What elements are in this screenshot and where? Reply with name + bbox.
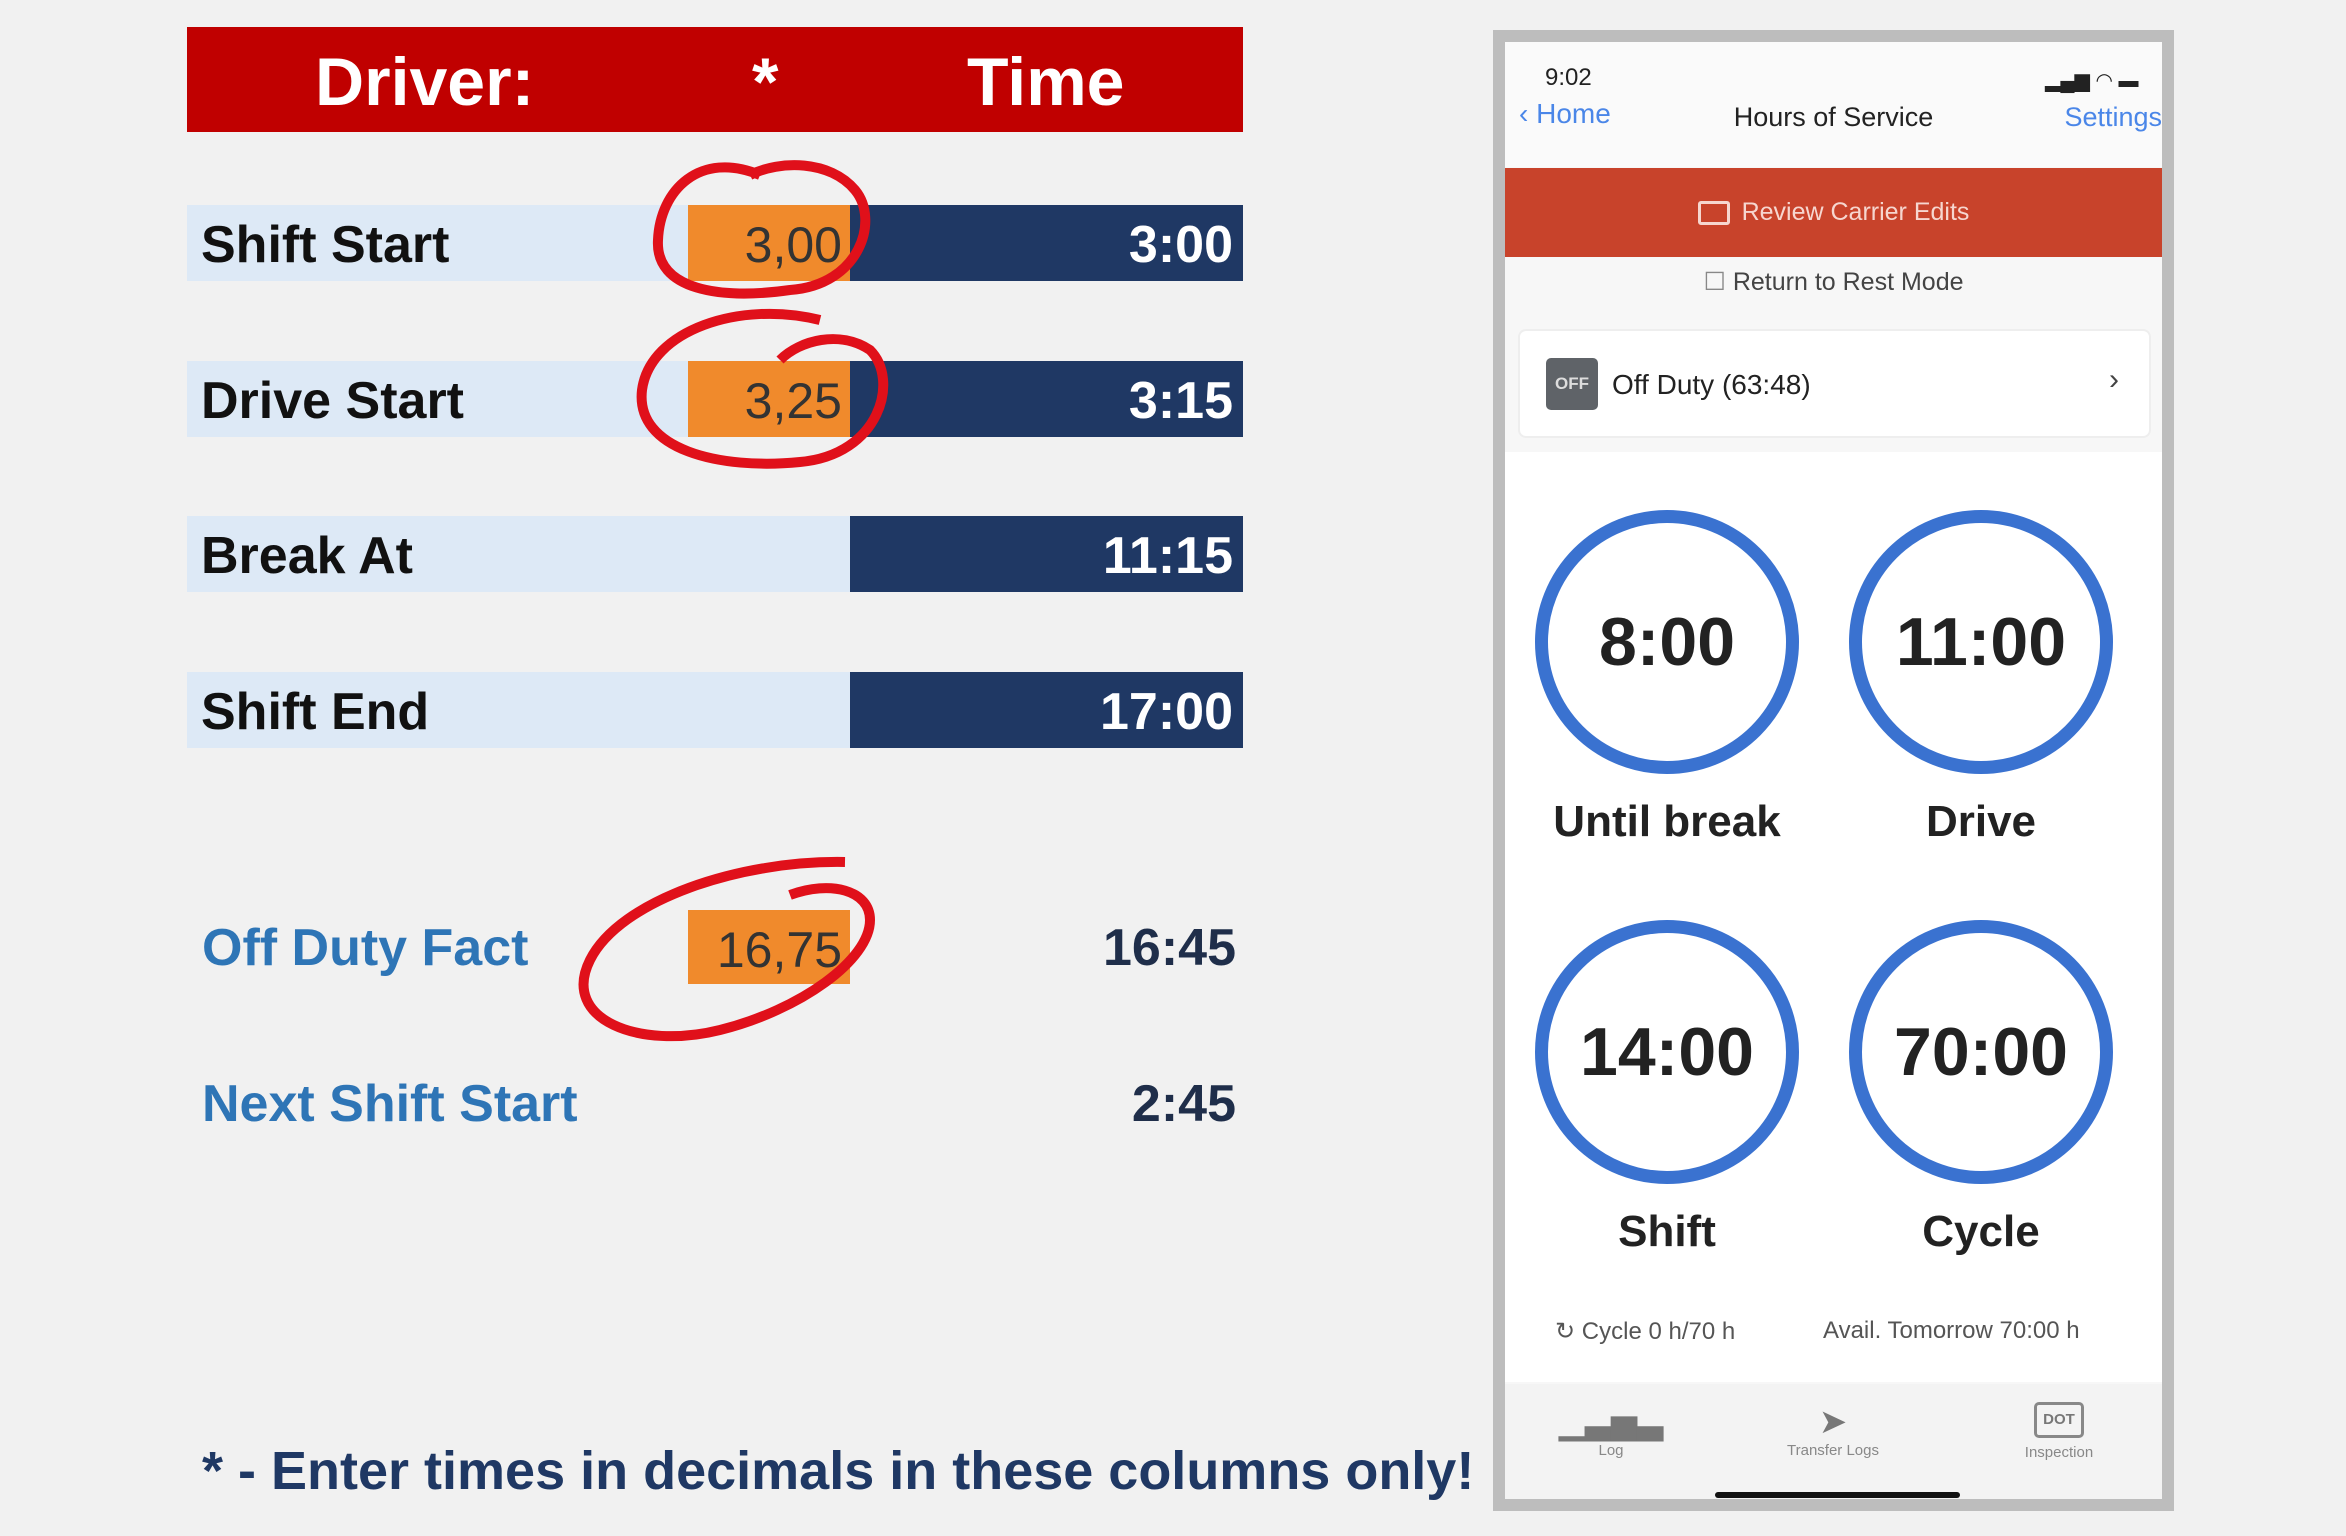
phone-screen: 9:02 ▂▄▆ ◠ ▬ ‹ Home Hours of Service Set… bbox=[1505, 42, 2162, 1499]
next-shift-start-time: 2:45 bbox=[1131, 1075, 1236, 1133]
annotation-circle-shift-start bbox=[652, 160, 871, 299]
cycle-clock: 70:00 bbox=[1849, 920, 2113, 1184]
cycle-label: Cycle bbox=[1922, 1207, 2040, 1256]
tab-transfer-label: Transfer Logs bbox=[1787, 1442, 1879, 1459]
shift-clock: 14:00 bbox=[1535, 920, 1799, 1184]
annotation-circle-drive-start bbox=[636, 308, 889, 469]
tab-bar: ▁▃▅▃ Log ➤ Transfer Logs DOT Inspection bbox=[1505, 1384, 2162, 1499]
annotation-circle-off-duty bbox=[578, 856, 876, 1042]
off-duty-fact-label: Off Duty Fact bbox=[202, 919, 529, 977]
drive-label: Drive bbox=[1925, 797, 2037, 846]
paper-plane-icon: ➤ bbox=[1818, 1403, 1848, 1441]
shift-start-decimal-cell[interactable]: 3,00 bbox=[688, 205, 850, 281]
review-carrier-edits-button[interactable]: Review Carrier Edits bbox=[1505, 168, 2162, 257]
duty-label: Off Duty (63:48) bbox=[1612, 369, 1811, 400]
tab-inspection[interactable]: DOT Inspection bbox=[1979, 1402, 2139, 1461]
external-link-icon: ☐ bbox=[1703, 268, 1726, 296]
tab-transfer-logs[interactable]: ➤ Transfer Logs bbox=[1753, 1402, 1913, 1459]
tab-log[interactable]: ▁▃▅▃ Log bbox=[1531, 1402, 1691, 1459]
red-annotations bbox=[578, 160, 889, 1042]
phone-frame: 9:02 ▂▄▆ ◠ ▬ ‹ Home Hours of Service Set… bbox=[1493, 30, 2174, 1511]
off-duty-time: 16:45 bbox=[1103, 919, 1236, 977]
footnote: * - Enter times in decimals in these col… bbox=[202, 1441, 1475, 1501]
until-break-label: Until break bbox=[1553, 797, 1781, 846]
home-indicator bbox=[1715, 1492, 1960, 1498]
cycle-summary: ↻ Cycle 0 h/70 h bbox=[1555, 1317, 1735, 1346]
status-icons: ▂▄▆ ◠ ▬ bbox=[2045, 70, 2139, 92]
refresh-icon: ↻ bbox=[1555, 1318, 1576, 1345]
banner-label: Review Carrier Edits bbox=[1741, 198, 1970, 226]
avail-tomorrow: Avail. Tomorrow 70:00 h bbox=[1823, 1317, 2080, 1344]
nav-title: Hours of Service bbox=[1733, 102, 1934, 132]
drive-clock: 11:00 bbox=[1849, 510, 2113, 774]
until-break-clock: 8:00 bbox=[1535, 510, 1799, 774]
header-time: Time bbox=[967, 44, 1125, 120]
bar-chart-icon: ▁▃▅▃ bbox=[1558, 1403, 1664, 1441]
drive-start-time: 3:15 bbox=[850, 361, 1243, 437]
row-shift-end-label: Shift End bbox=[187, 672, 850, 748]
break-at-time: 11:15 bbox=[850, 516, 1243, 592]
shift-end-time: 17:00 bbox=[850, 672, 1243, 748]
drive-start-decimal-cell[interactable]: 3,25 bbox=[688, 361, 850, 437]
back-label: Home bbox=[1536, 98, 1611, 129]
envelope-icon bbox=[1697, 200, 1730, 225]
sheet-header: Driver: * Time bbox=[187, 27, 1243, 132]
cycle-text: Cycle 0 h/70 h bbox=[1581, 1318, 1736, 1345]
header-asterisk: * bbox=[752, 44, 779, 120]
off-badge: OFF bbox=[1546, 358, 1598, 410]
shift-start-time: 3:00 bbox=[850, 205, 1243, 281]
tab-log-label: Log bbox=[1598, 1442, 1624, 1459]
row-break-at-label: Break At bbox=[187, 516, 850, 592]
shift-label: Shift bbox=[1618, 1207, 1716, 1256]
header-driver: Driver: bbox=[315, 44, 535, 120]
dot-icon: DOT bbox=[2034, 1402, 2084, 1438]
tab-inspection-label: Inspection bbox=[2024, 1444, 2094, 1461]
chevron-left-icon: ‹ bbox=[1519, 98, 1529, 129]
duty-status-card[interactable]: OFF Off Duty (63:48) › bbox=[1518, 329, 2151, 438]
back-home-button[interactable]: ‹ Home bbox=[1519, 98, 1611, 130]
settings-button[interactable]: Settings bbox=[2064, 102, 2162, 132]
next-shift-start-label: Next Shift Start bbox=[202, 1075, 578, 1133]
rest-mode-label: Return to Rest Mode bbox=[1732, 268, 1964, 296]
status-time: 9:02 bbox=[1545, 64, 1592, 91]
return-to-rest-mode-button[interactable]: ☐ Return to Rest Mode bbox=[1505, 267, 2162, 297]
off-duty-decimal-cell[interactable]: 16,75 bbox=[688, 910, 850, 984]
chevron-right-icon: › bbox=[2109, 363, 2119, 396]
